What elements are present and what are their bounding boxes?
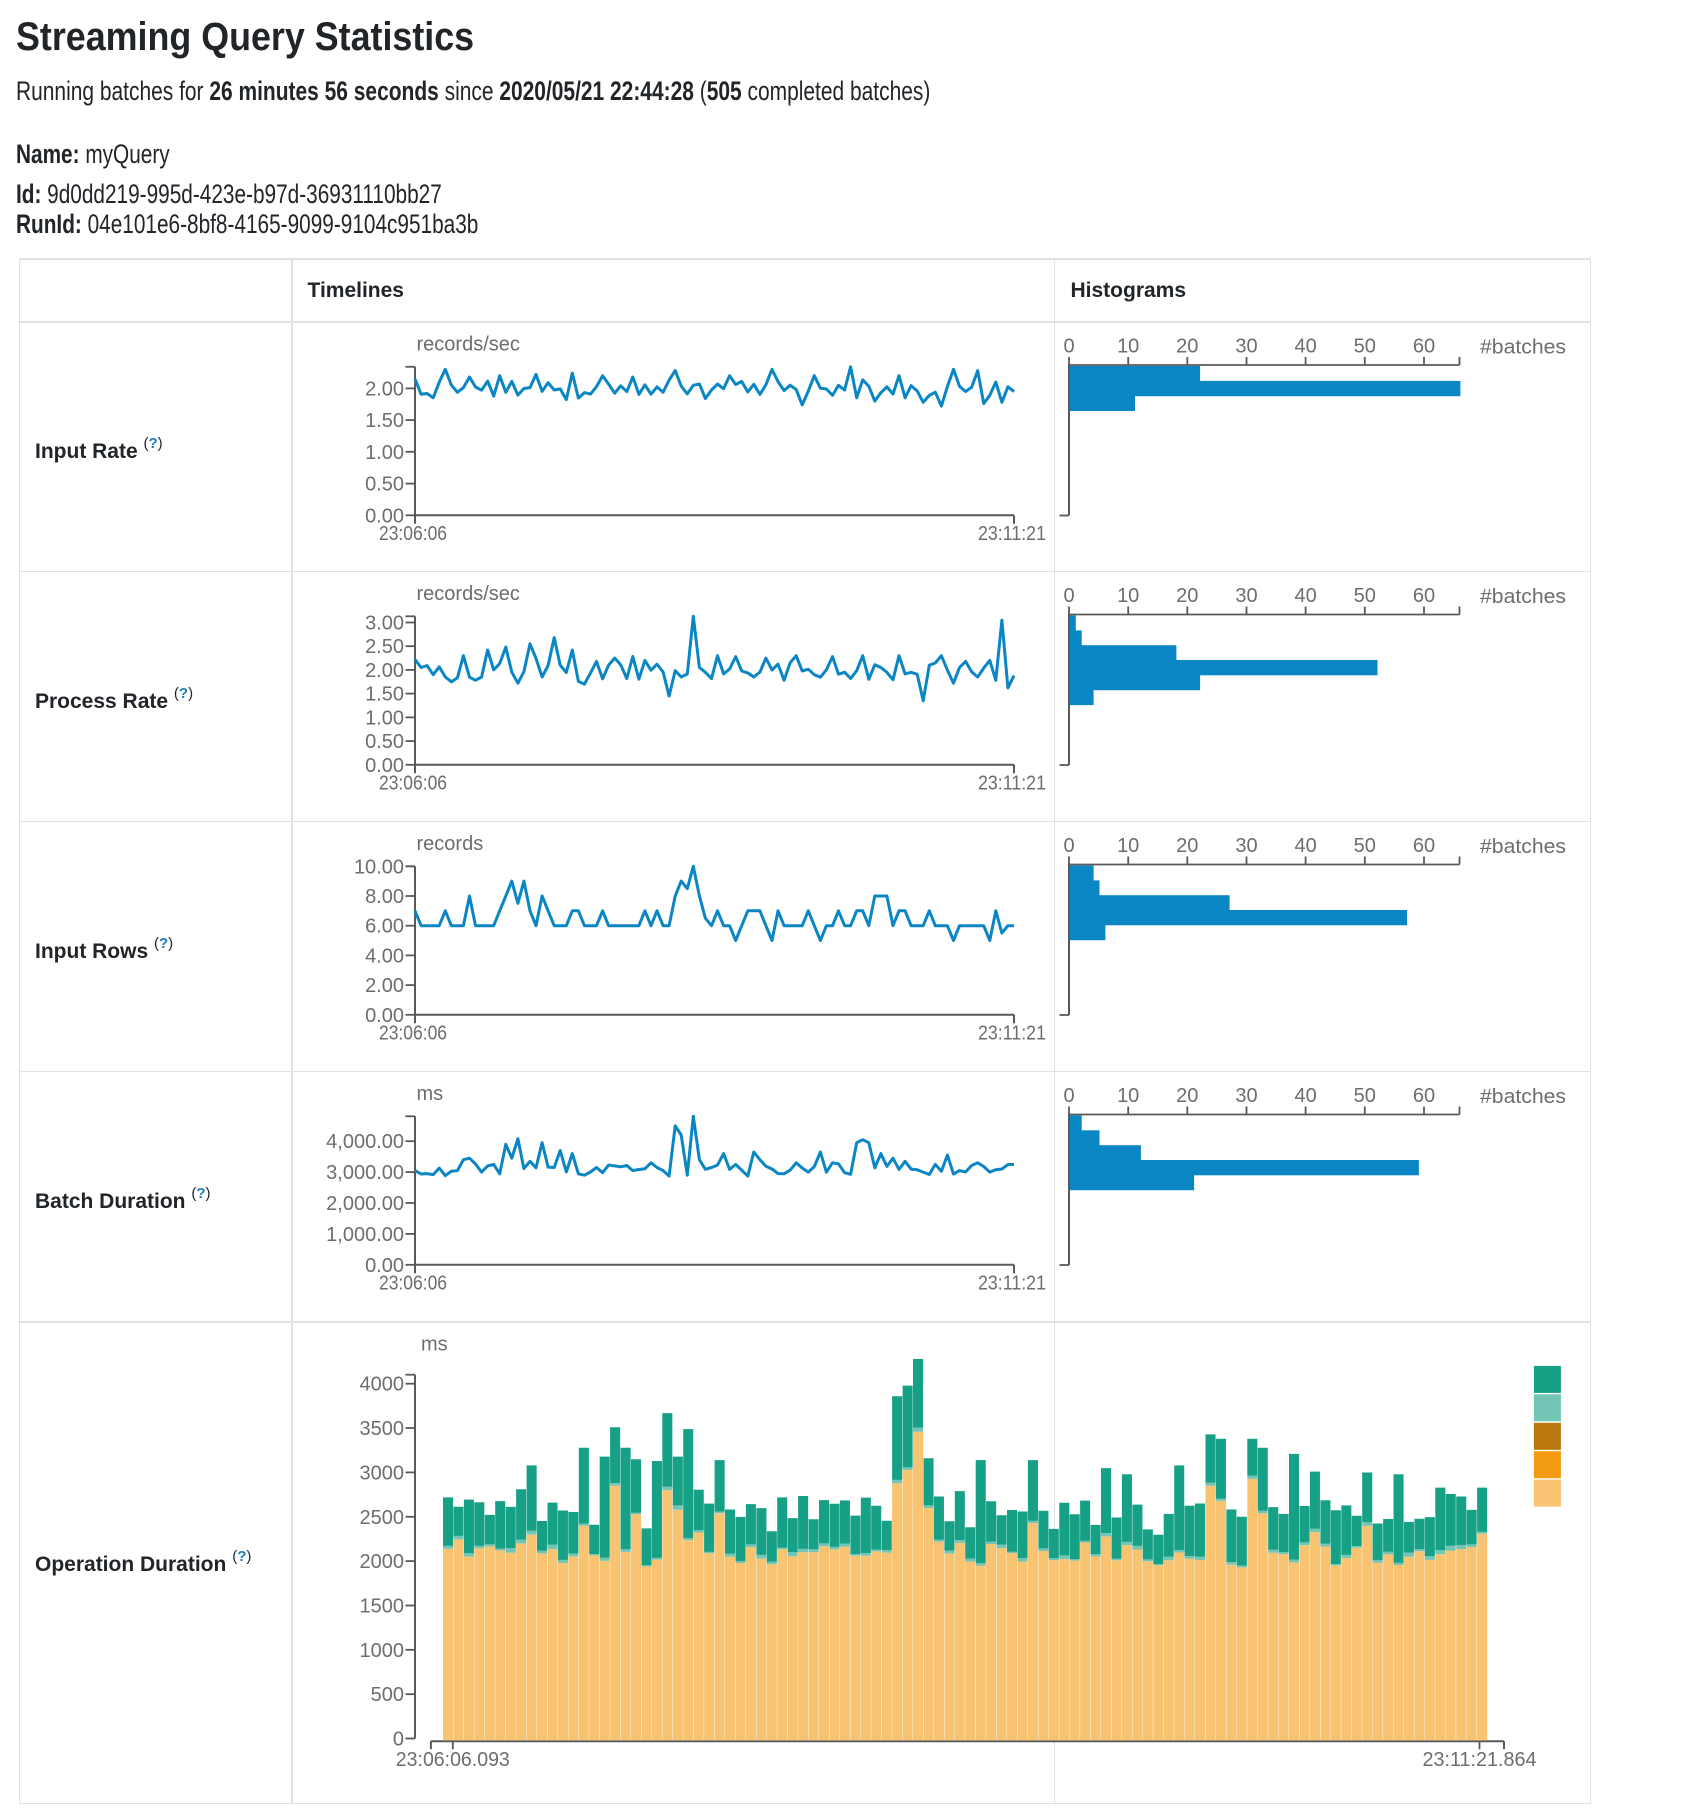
svg-text:6.00: 6.00 xyxy=(365,916,404,938)
svg-text:0: 0 xyxy=(393,1729,404,1751)
svg-text:60: 60 xyxy=(1413,336,1435,358)
svg-text:#batches: #batches xyxy=(1480,337,1566,359)
svg-text:1,000.00: 1,000.00 xyxy=(326,1224,404,1246)
svg-text:0.50: 0.50 xyxy=(365,474,404,496)
svg-text:2.00: 2.00 xyxy=(365,660,404,682)
svg-text:23:06:06: 23:06:06 xyxy=(379,523,447,545)
svg-text:0: 0 xyxy=(1063,585,1074,607)
svg-text:#batches: #batches xyxy=(1480,836,1566,858)
svg-text:0.00: 0.00 xyxy=(365,755,404,777)
svg-text:1.50: 1.50 xyxy=(365,684,404,706)
svg-text:60: 60 xyxy=(1413,835,1435,857)
svg-text:60: 60 xyxy=(1413,1085,1435,1107)
svg-text:0.00: 0.00 xyxy=(365,505,404,527)
svg-text:1500: 1500 xyxy=(360,1596,405,1618)
svg-text:records: records xyxy=(417,833,484,855)
svg-text:40: 40 xyxy=(1294,1085,1316,1107)
svg-text:0: 0 xyxy=(1063,835,1074,857)
svg-text:30: 30 xyxy=(1235,835,1257,857)
svg-text:1.00: 1.00 xyxy=(365,442,404,464)
svg-text:0.00: 0.00 xyxy=(365,1255,404,1277)
svg-text:3,000.00: 3,000.00 xyxy=(326,1162,404,1184)
svg-text:50: 50 xyxy=(1354,835,1376,857)
svg-text:20: 20 xyxy=(1176,336,1198,358)
svg-text:23:11:21: 23:11:21 xyxy=(978,1022,1046,1044)
svg-text:ms: ms xyxy=(421,1333,448,1355)
svg-text:30: 30 xyxy=(1235,585,1257,607)
svg-text:40: 40 xyxy=(1294,336,1316,358)
svg-text:40: 40 xyxy=(1294,585,1316,607)
svg-text:0: 0 xyxy=(1063,1085,1074,1107)
svg-text:23:06:06.093: 23:06:06.093 xyxy=(396,1749,510,1771)
svg-text:2500: 2500 xyxy=(360,1507,405,1529)
svg-text:60: 60 xyxy=(1413,585,1435,607)
svg-text:3.00: 3.00 xyxy=(365,613,404,635)
svg-text:2.50: 2.50 xyxy=(365,636,404,658)
svg-text:2.00: 2.00 xyxy=(365,378,404,400)
svg-text:500: 500 xyxy=(371,1684,404,1706)
svg-text:1000: 1000 xyxy=(360,1640,405,1662)
svg-text:0.00: 0.00 xyxy=(365,1005,404,1027)
svg-text:4000: 4000 xyxy=(360,1374,405,1396)
svg-text:3000: 3000 xyxy=(360,1462,405,1484)
svg-text:ms: ms xyxy=(417,1083,444,1105)
svg-text:10: 10 xyxy=(1117,835,1139,857)
svg-text:23:06:06: 23:06:06 xyxy=(379,772,447,794)
svg-text:2000: 2000 xyxy=(360,1551,405,1573)
svg-text:50: 50 xyxy=(1354,585,1376,607)
svg-text:records/sec: records/sec xyxy=(417,333,520,355)
svg-text:records/sec: records/sec xyxy=(417,583,520,605)
svg-text:23:11:21: 23:11:21 xyxy=(978,772,1046,794)
svg-text:2.00: 2.00 xyxy=(365,975,404,997)
svg-text:0.50: 0.50 xyxy=(365,731,404,753)
svg-text:23:11:21: 23:11:21 xyxy=(978,523,1046,545)
svg-text:10: 10 xyxy=(1117,1085,1139,1107)
svg-text:23:06:06: 23:06:06 xyxy=(379,1022,447,1044)
svg-text:20: 20 xyxy=(1176,585,1198,607)
svg-text:10: 10 xyxy=(1117,336,1139,358)
svg-text:#batches: #batches xyxy=(1480,1086,1566,1108)
svg-text:10: 10 xyxy=(1117,585,1139,607)
svg-text:10.00: 10.00 xyxy=(354,856,404,878)
svg-text:4,000.00: 4,000.00 xyxy=(326,1131,404,1153)
svg-text:1.00: 1.00 xyxy=(365,707,404,729)
svg-text:40: 40 xyxy=(1294,835,1316,857)
svg-text:20: 20 xyxy=(1176,1085,1198,1107)
svg-text:30: 30 xyxy=(1235,1085,1257,1107)
svg-text:23:06:06: 23:06:06 xyxy=(379,1272,447,1294)
svg-text:0: 0 xyxy=(1063,336,1074,358)
svg-text:#batches: #batches xyxy=(1480,586,1566,608)
svg-text:2,000.00: 2,000.00 xyxy=(326,1193,404,1215)
svg-text:50: 50 xyxy=(1354,1085,1376,1107)
svg-text:20: 20 xyxy=(1176,835,1198,857)
svg-text:4.00: 4.00 xyxy=(365,945,404,967)
svg-text:1.50: 1.50 xyxy=(365,410,404,432)
svg-text:23:11:21: 23:11:21 xyxy=(978,1272,1046,1294)
svg-text:23:11:21.864: 23:11:21.864 xyxy=(1423,1749,1537,1771)
svg-text:8.00: 8.00 xyxy=(365,886,404,908)
svg-text:3500: 3500 xyxy=(360,1418,405,1440)
svg-text:30: 30 xyxy=(1235,336,1257,358)
svg-text:50: 50 xyxy=(1354,336,1376,358)
